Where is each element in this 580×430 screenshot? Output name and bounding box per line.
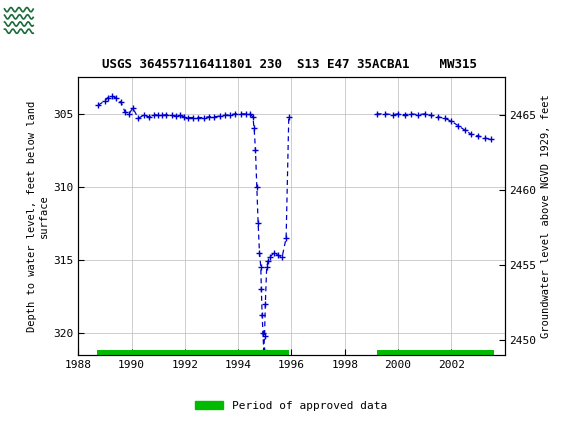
Legend: Period of approved data: Period of approved data: [191, 396, 392, 415]
Text: USGS: USGS: [44, 12, 99, 29]
FancyBboxPatch shape: [3, 3, 78, 38]
Text: USGS 364557116411801 230  S13 E47 35ACBA1    MW315: USGS 364557116411801 230 S13 E47 35ACBA1…: [103, 58, 477, 71]
Y-axis label: Groundwater level above NGVD 1929, feet: Groundwater level above NGVD 1929, feet: [541, 94, 550, 338]
Y-axis label: Depth to water level, feet below land
surface: Depth to water level, feet below land su…: [27, 101, 49, 332]
